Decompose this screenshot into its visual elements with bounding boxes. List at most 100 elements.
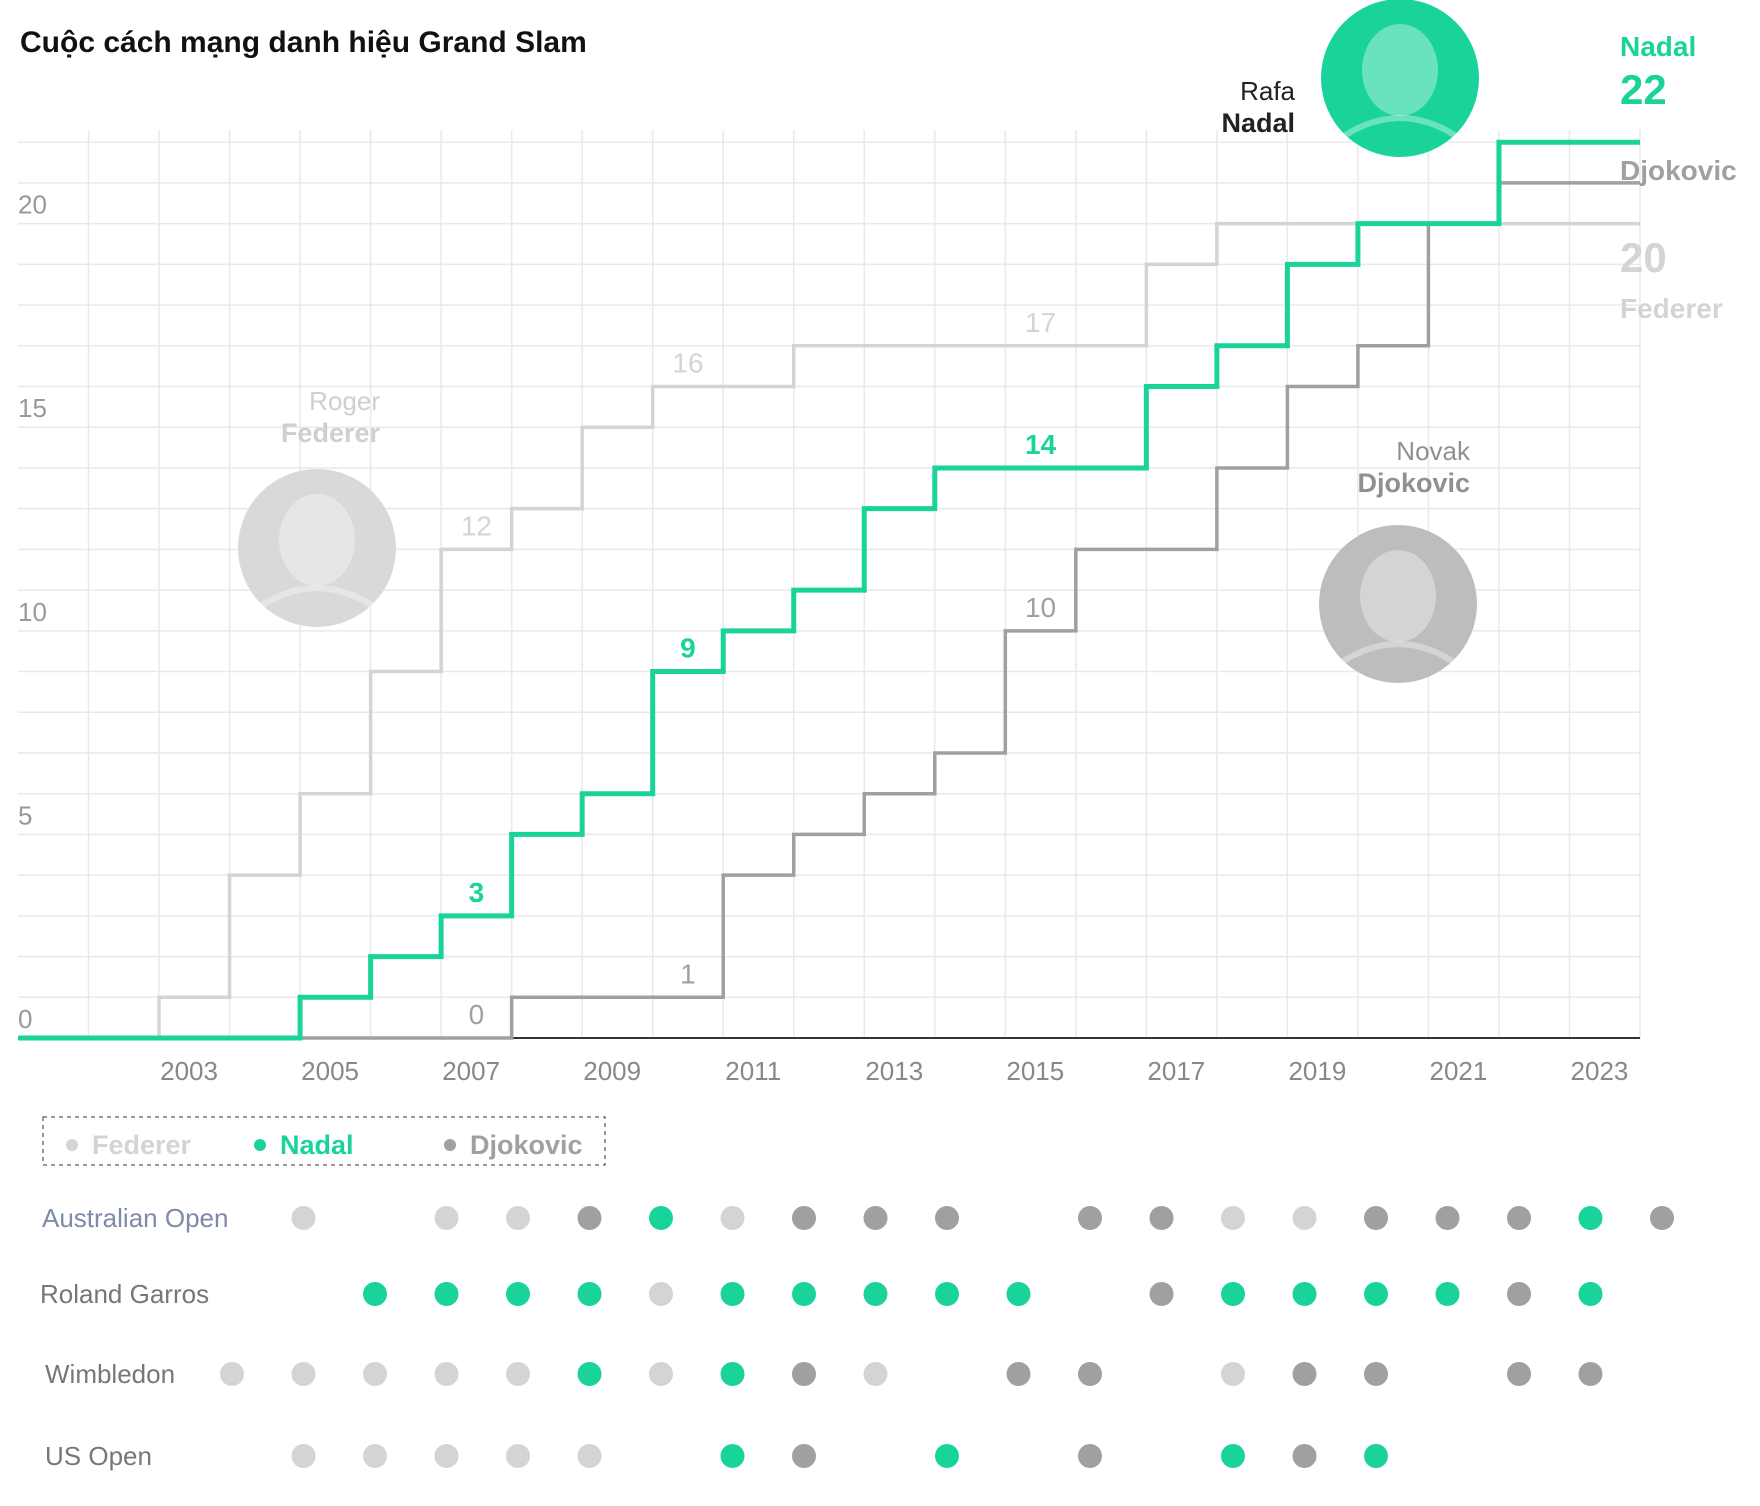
- title-dot-djokovic: [1364, 1362, 1388, 1386]
- player-first-name: Roger: [309, 386, 380, 416]
- end-label-value: 20: [1620, 234, 1667, 281]
- title-dot-nadal: [1578, 1206, 1603, 1230]
- title-dot-djokovic: [792, 1444, 816, 1468]
- data-label: 1: [680, 958, 696, 989]
- player-last-name: Federer: [281, 418, 381, 448]
- data-label: 10: [1025, 592, 1056, 623]
- legend: Federer Nadal Djokovic: [42, 1116, 606, 1166]
- player-first-name: Novak: [1396, 436, 1471, 466]
- x-tick-label: 2023: [1571, 1056, 1629, 1086]
- y-tick-label: 10: [18, 597, 47, 627]
- y-axis: 0 5 10 15 20: [18, 190, 47, 1034]
- x-tick-label: 2005: [301, 1056, 359, 1086]
- title-dot-djokovic: [577, 1206, 602, 1230]
- x-tick-label: 2013: [865, 1056, 923, 1086]
- title-dot-nadal: [577, 1362, 602, 1386]
- data-label: 12: [461, 510, 492, 541]
- title-dot-federer: [220, 1362, 244, 1386]
- title-dot-nadal: [506, 1282, 530, 1306]
- title-dot-nadal: [935, 1282, 959, 1306]
- data-label: 3: [469, 877, 485, 908]
- title-dot-federer: [291, 1444, 316, 1468]
- x-tick-label: 2011: [725, 1056, 781, 1086]
- x-tick-label: 2009: [583, 1056, 641, 1086]
- x-tick-label: 2003: [160, 1056, 218, 1086]
- title-dot-djokovic: [1650, 1206, 1674, 1230]
- title-dot-grid: Australian Open Roland Garros Wimbledon US …: [40, 1203, 1674, 1471]
- title-dot-nadal: [720, 1282, 745, 1306]
- player-face-icon: [1362, 24, 1438, 116]
- title-dot-djokovic: [1006, 1362, 1031, 1386]
- title-dot-federer: [363, 1362, 387, 1386]
- x-tick-label: 2007: [442, 1056, 500, 1086]
- title-dot-nadal: [649, 1206, 673, 1230]
- dot-grid-row-label: US Open: [45, 1441, 152, 1471]
- title-dot-djokovic: [935, 1206, 959, 1230]
- title-dot-djokovic: [1078, 1444, 1102, 1468]
- title-dot-nadal: [1435, 1282, 1460, 1306]
- title-dot-nadal: [1364, 1444, 1388, 1468]
- data-label: 9: [680, 633, 696, 664]
- end-labels: Nadal 22 Djokovic Federer 20: [1620, 31, 1737, 324]
- legend-dot-federer: [66, 1139, 78, 1151]
- title-dot-federer: [291, 1206, 316, 1230]
- end-label-name: Djokovic: [1620, 155, 1737, 186]
- title-dot-djokovic: [1364, 1206, 1388, 1230]
- data-label: 14: [1025, 429, 1057, 460]
- legend-box: [42, 1116, 606, 1166]
- title-dot-nadal: [1006, 1282, 1031, 1306]
- title-dot-djokovic: [1149, 1206, 1174, 1230]
- x-tick-label: 2021: [1430, 1056, 1488, 1086]
- title-dot-nadal: [577, 1282, 602, 1306]
- title-dot-federer: [363, 1444, 387, 1468]
- dot-grid-row-label: Roland Garros: [40, 1279, 209, 1309]
- end-label-name: Nadal: [1620, 31, 1696, 62]
- title-dot-nadal: [1221, 1282, 1245, 1306]
- title-dot-federer: [291, 1362, 316, 1386]
- title-dot-nadal: [434, 1282, 459, 1306]
- nadal-photo: [1321, 0, 1479, 157]
- title-dot-federer: [863, 1362, 888, 1386]
- player-shoulders-icon: [1334, 641, 1462, 669]
- title-dot-federer: [434, 1362, 459, 1386]
- series-line-federer: [88, 221, 1640, 1040]
- title-dot-nadal: [720, 1444, 745, 1468]
- player-last-name: Nadal: [1221, 108, 1295, 138]
- legend-dot-djokovic: [444, 1139, 456, 1151]
- title-dot-djokovic: [1435, 1206, 1460, 1230]
- data-label: 17: [1025, 307, 1056, 338]
- title-dot-federer: [649, 1282, 673, 1306]
- data-label: 0: [469, 999, 485, 1030]
- player-face-icon: [1360, 550, 1436, 642]
- title-dot-djokovic: [1292, 1362, 1317, 1386]
- title-dot-nadal: [1578, 1282, 1603, 1306]
- title-dot-nadal: [935, 1444, 959, 1468]
- title-dot-federer: [649, 1362, 673, 1386]
- x-tick-label: 2019: [1288, 1056, 1346, 1086]
- title-dot-federer: [577, 1444, 602, 1468]
- x-tick-label: 2015: [1006, 1056, 1064, 1086]
- title-dot-djokovic: [792, 1206, 816, 1230]
- title-dot-nadal: [1221, 1444, 1245, 1468]
- title-dot-djokovic: [863, 1206, 888, 1230]
- player-shoulders-icon: [1336, 115, 1464, 143]
- title-dot-djokovic: [1149, 1282, 1174, 1306]
- title-dot-nadal: [863, 1282, 888, 1306]
- data-label: 16: [672, 348, 703, 379]
- title-dot-federer: [506, 1206, 530, 1230]
- player-shoulders-icon: [253, 585, 381, 613]
- dot-grid-row-label: Australian Open: [42, 1203, 228, 1233]
- djokovic-photo: [1319, 525, 1477, 683]
- legend-dot-nadal: [254, 1139, 266, 1151]
- player-last-name: Djokovic: [1357, 468, 1470, 498]
- y-tick-label: 5: [18, 800, 32, 830]
- series-line-djokovic: [88, 181, 1640, 1040]
- title-dot-djokovic: [1507, 1206, 1531, 1230]
- title-dot-nadal: [363, 1282, 387, 1306]
- series-lines: [18, 139, 1640, 1041]
- title-dot-nadal: [792, 1282, 816, 1306]
- title-dot-federer: [1221, 1362, 1245, 1386]
- title-dot-nadal: [1364, 1282, 1388, 1306]
